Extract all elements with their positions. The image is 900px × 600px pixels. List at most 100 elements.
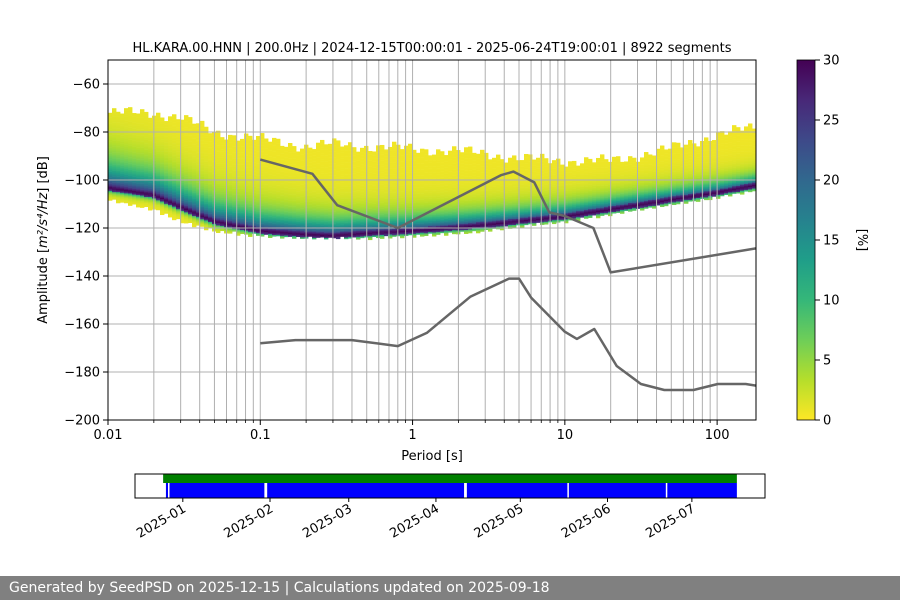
density-cell [184, 205, 189, 207]
density-cell [204, 174, 209, 177]
density-cell [204, 181, 209, 184]
density-cell [176, 127, 181, 130]
density-cell [184, 179, 189, 182]
density-cell [120, 192, 125, 195]
density-cell [204, 172, 209, 174]
density-cell [156, 202, 161, 205]
density-cell [180, 219, 185, 221]
density-cell [140, 122, 145, 124]
density-cell [204, 136, 209, 138]
density-cell [128, 135, 133, 138]
density-cell [196, 167, 201, 170]
density-cell [204, 214, 209, 216]
density-cell [168, 182, 173, 184]
density-cell [204, 198, 209, 201]
plot-background [108, 60, 756, 420]
density-cell [108, 166, 113, 169]
density-cell [176, 208, 181, 210]
density-cell [128, 153, 133, 156]
density-cell [148, 198, 153, 200]
density-cell [192, 140, 197, 142]
density-cell [128, 119, 133, 121]
density-cell [204, 203, 209, 206]
density-cell [132, 176, 137, 179]
density-cell [208, 158, 213, 160]
density-cell [124, 157, 129, 159]
density-cell [168, 164, 173, 166]
density-cell [180, 196, 185, 199]
density-cell [168, 191, 173, 194]
density-cell [196, 148, 201, 150]
density-cell [140, 134, 145, 136]
density-cell [184, 200, 189, 202]
density-cell [132, 167, 137, 169]
density-cell [200, 135, 205, 137]
density-cell [136, 203, 141, 206]
density-cell [168, 175, 173, 177]
density-cell [136, 117, 141, 119]
density-cell [200, 146, 205, 148]
density-cell [156, 167, 161, 170]
density-cell [144, 120, 149, 122]
density-cell [140, 155, 145, 158]
density-cell [160, 155, 165, 158]
density-cell [144, 151, 149, 154]
density-cell [148, 193, 153, 195]
density-cell [120, 187, 125, 190]
density-cell [156, 119, 161, 122]
density-cell [148, 174, 153, 176]
density-cell [140, 197, 145, 200]
density-cell [128, 152, 133, 155]
density-cell [140, 161, 145, 164]
density-cell [164, 211, 169, 213]
density-cell [116, 122, 121, 125]
density-cell [184, 170, 189, 172]
density-cell [124, 139, 129, 141]
density-cell [128, 143, 133, 145]
density-cell [172, 173, 177, 175]
density-cell [160, 201, 165, 204]
density-cell [136, 181, 141, 184]
density-cell [172, 152, 177, 155]
density-cell [140, 173, 145, 176]
density-cell [132, 177, 137, 180]
density-cell [156, 176, 161, 178]
density-cell [140, 191, 145, 194]
density-cell [156, 201, 161, 204]
density-cell [172, 175, 177, 177]
density-cell [148, 176, 153, 179]
density-cell [124, 171, 129, 174]
density-cell [168, 161, 173, 164]
density-cell [164, 163, 169, 165]
density-cell [300, 237, 305, 239]
density-cell [160, 134, 165, 136]
density-cell [208, 151, 213, 153]
density-cell [196, 174, 201, 177]
density-cell [140, 206, 145, 208]
density-cell [160, 182, 165, 184]
density-cell [204, 213, 209, 215]
density-cell [200, 178, 205, 180]
density-cell [120, 201, 125, 203]
density-cell [188, 121, 193, 124]
density-cell [172, 200, 177, 203]
density-cell [184, 214, 189, 217]
density-cell [188, 141, 193, 143]
density-cell [136, 204, 141, 207]
density-cell [136, 120, 141, 123]
density-cell [112, 174, 117, 176]
density-cell [164, 207, 169, 209]
density-cell [188, 208, 193, 210]
density-cell [176, 130, 181, 132]
density-cell [124, 141, 129, 144]
density-cell [192, 196, 197, 199]
density-cell [128, 185, 133, 187]
density-cell [144, 114, 149, 116]
density-cell [176, 126, 181, 128]
density-cell [184, 184, 189, 187]
density-cell [168, 146, 173, 148]
density-cell [192, 200, 197, 202]
density-cell [120, 148, 125, 150]
density-cell [140, 115, 145, 117]
density-cell [124, 168, 129, 170]
